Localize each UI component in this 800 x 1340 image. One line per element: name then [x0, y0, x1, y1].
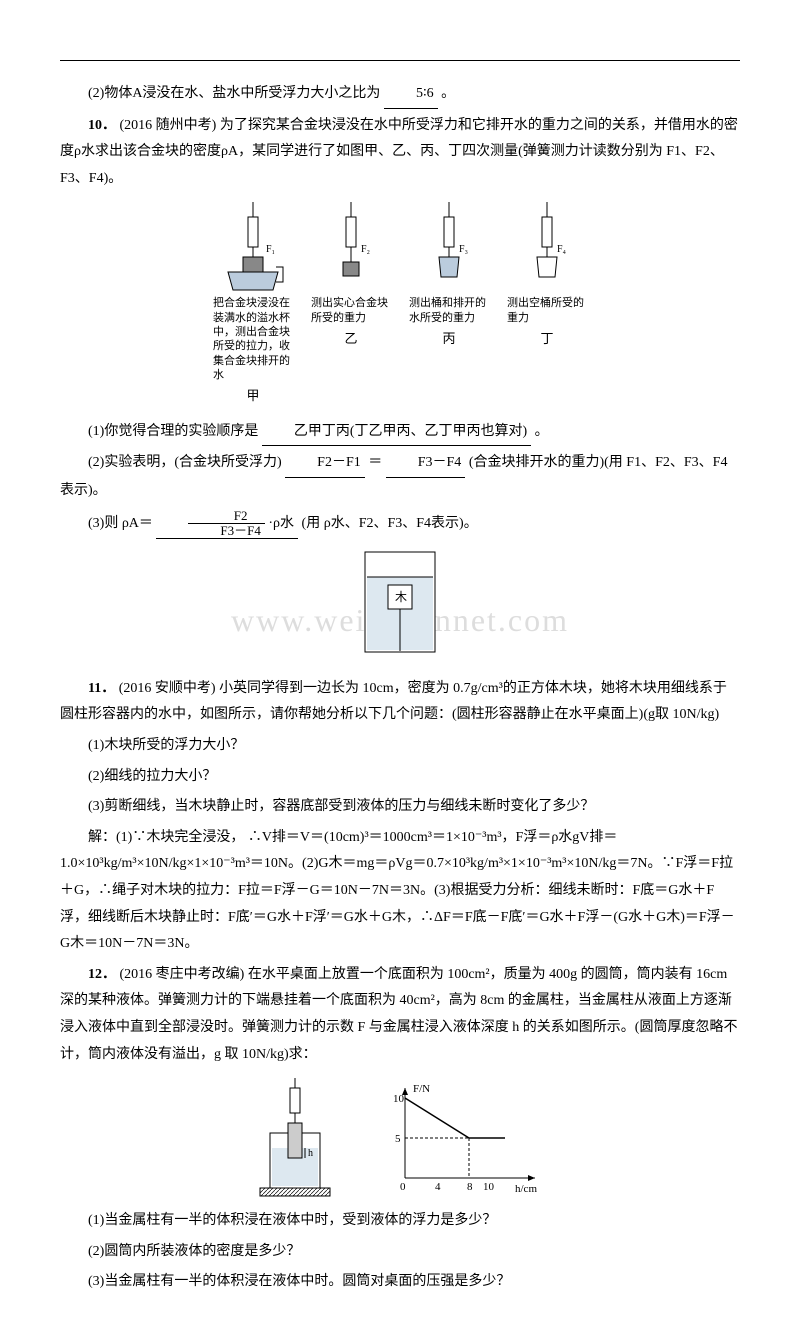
- fig-c-label: 丙: [442, 327, 455, 352]
- svg-text:4: 4: [435, 1181, 441, 1193]
- q11-sol: 解：(1)∵木块完全浸没， ∴V排＝V＝(10cm)³＝1000cm³＝1×10…: [60, 825, 740, 958]
- top-rule: [60, 60, 740, 61]
- q10-p3: (3)则 ρA＝ F2 F3－F4 ·ρ水 (用 ρ水、F2、F3、F4表示)。: [60, 509, 740, 540]
- svg-text:F₄: F₄: [557, 244, 567, 255]
- q12-num: 12．: [88, 967, 116, 982]
- fig-a-item: F₁ 把合金块浸没在装满水的溢水杯中，测出合金块所受的拉力，收集合金块排开的水 …: [213, 202, 293, 408]
- q11-svg: 木: [355, 547, 445, 657]
- q10-p3-frac: F2 F3－F4: [188, 509, 264, 539]
- q11-p2: (2)细线的拉力大小？: [60, 764, 740, 791]
- q10-p2-b: F3－F4: [386, 450, 466, 478]
- q11-p1: (1)木块所受的浮力大小？: [60, 733, 740, 760]
- svg-text:F₃: F₃: [459, 244, 468, 255]
- fig-a-svg: F₁: [218, 202, 288, 292]
- q9-part2: (2)物体A浸没在水、盐水中所受浮力大小之比为 5∶6 。: [60, 81, 740, 109]
- fig-c-cap: 测出桶和排开的水所受的重力: [409, 296, 489, 325]
- q12-p2: (2)圆筒内所装液体的密度是多少？: [60, 1239, 740, 1266]
- q12-figures: h F/N h/cm 10 5 0 4 8 10: [60, 1078, 740, 1198]
- q10: 10． (2016 随州中考) 为了探究某合金块浸没在水中所受浮力和它排开水的重…: [60, 113, 740, 193]
- svg-text:h: h: [308, 1148, 313, 1159]
- svg-text:0: 0: [400, 1181, 406, 1193]
- q11-src: (2016 安顺中考): [119, 681, 216, 696]
- svg-text:F₁: F₁: [266, 244, 275, 255]
- q11: 11． (2016 安顺中考) 小英同学得到一边长为 10cm，密度为 0.7g…: [60, 676, 740, 729]
- q12: 12． (2016 枣庄中考改编) 在水平桌面上放置一个底面积为 100cm²，…: [60, 962, 740, 1068]
- q10-p3-mid: ·ρ水: [268, 516, 294, 531]
- fig-b-item: F₂ 测出实心合金块所受的重力 乙: [311, 202, 391, 408]
- q9-2-end: 。: [441, 86, 455, 101]
- q10-p1-ans: 乙甲丁丙(丁乙甲丙、乙丁甲丙也算对): [262, 419, 531, 447]
- q12-p1: (1)当金属柱有一半的体积浸在液体中时，受到液体的浮力是多少？: [60, 1208, 740, 1235]
- q12-graph-svg: F/N h/cm 10 5 0 4 8 10: [375, 1078, 545, 1198]
- svg-text:h/cm: h/cm: [515, 1183, 537, 1195]
- fig-b-label: 乙: [344, 327, 357, 352]
- q10-p3-text: (3)则 ρA＝: [88, 516, 153, 531]
- q10-p3-end: (用 ρ水、F2、F3、F4表示)。: [302, 516, 478, 531]
- q9-2-answer: 5∶6: [384, 81, 438, 109]
- fig-a-cap: 把合金块浸没在装满水的溢水杯中，测出合金块所受的拉力，收集合金块排开的水: [213, 296, 293, 382]
- q10-p2-text: (2)实验表明，(合金块所受浮力): [88, 455, 282, 470]
- svg-text:5: 5: [395, 1133, 401, 1145]
- q10-p2-a: F2－F1: [285, 450, 365, 478]
- q10-src: (2016 随州中考): [120, 118, 217, 133]
- q10-p2-mid: ＝: [368, 455, 382, 470]
- q12-apparatus-svg: h: [255, 1078, 335, 1198]
- fig-b-svg: F₂: [321, 202, 381, 292]
- fig-d-cap: 测出空桶所受的重力: [507, 296, 587, 325]
- q12-src: (2016 枣庄中考改编): [120, 967, 245, 982]
- q10-p1-text: (1)你觉得合理的实验顺序是: [88, 424, 258, 439]
- fig-b-cap: 测出实心合金块所受的重力: [311, 296, 391, 325]
- fig-d-svg: F₄: [517, 202, 577, 292]
- q10-p2: (2)实验表明，(合金块所受浮力) F2－F1 ＝ F3－F4 (合金块排开水的…: [60, 450, 740, 504]
- svg-text:10: 10: [393, 1093, 405, 1105]
- q10-p3-num: F2: [188, 509, 264, 524]
- svg-text:F₂: F₂: [361, 244, 370, 255]
- q10-p3-blank: F2 F3－F4 ·ρ水: [156, 509, 298, 540]
- q11-num: 11．: [88, 681, 115, 696]
- fig-a-label: 甲: [246, 384, 259, 409]
- svg-text:10: 10: [483, 1181, 495, 1193]
- q10-p3-den: F3－F4: [188, 524, 264, 538]
- fig-d-label: 丁: [540, 327, 553, 352]
- fig-c-item: F₃ 测出桶和排开的水所受的重力 丙: [409, 202, 489, 408]
- q10-p1-end: 。: [535, 424, 549, 439]
- q12-p3: (3)当金属柱有一半的体积浸在液体中时。圆筒对桌面的压强是多少？: [60, 1269, 740, 1296]
- page-content: (2)物体A浸没在水、盐水中所受浮力大小之比为 5∶6 。 10． (2016 …: [60, 81, 740, 1296]
- svg-text:木: 木: [395, 590, 407, 604]
- fig-d-item: F₄ 测出空桶所受的重力 丁: [507, 202, 587, 408]
- svg-text:F/N: F/N: [413, 1083, 430, 1095]
- q9-2-text: (2)物体A浸没在水、盐水中所受浮力大小之比为: [88, 86, 380, 101]
- svg-text:8: 8: [467, 1181, 473, 1193]
- q10-p1: (1)你觉得合理的实验顺序是 乙甲丁丙(丁乙甲丙、乙丁甲丙也算对) 。: [60, 419, 740, 447]
- fig-c-svg: F₃: [419, 202, 479, 292]
- q11-figure: 木: [60, 547, 740, 668]
- q11-p3: (3)剪断细线，当木块静止时，容器底部受到液体的压力与细线未断时变化了多少？: [60, 794, 740, 821]
- q10-figures: F₁ 把合金块浸没在装满水的溢水杯中，测出合金块所受的拉力，收集合金块排开的水 …: [60, 202, 740, 408]
- q10-num: 10．: [88, 118, 116, 133]
